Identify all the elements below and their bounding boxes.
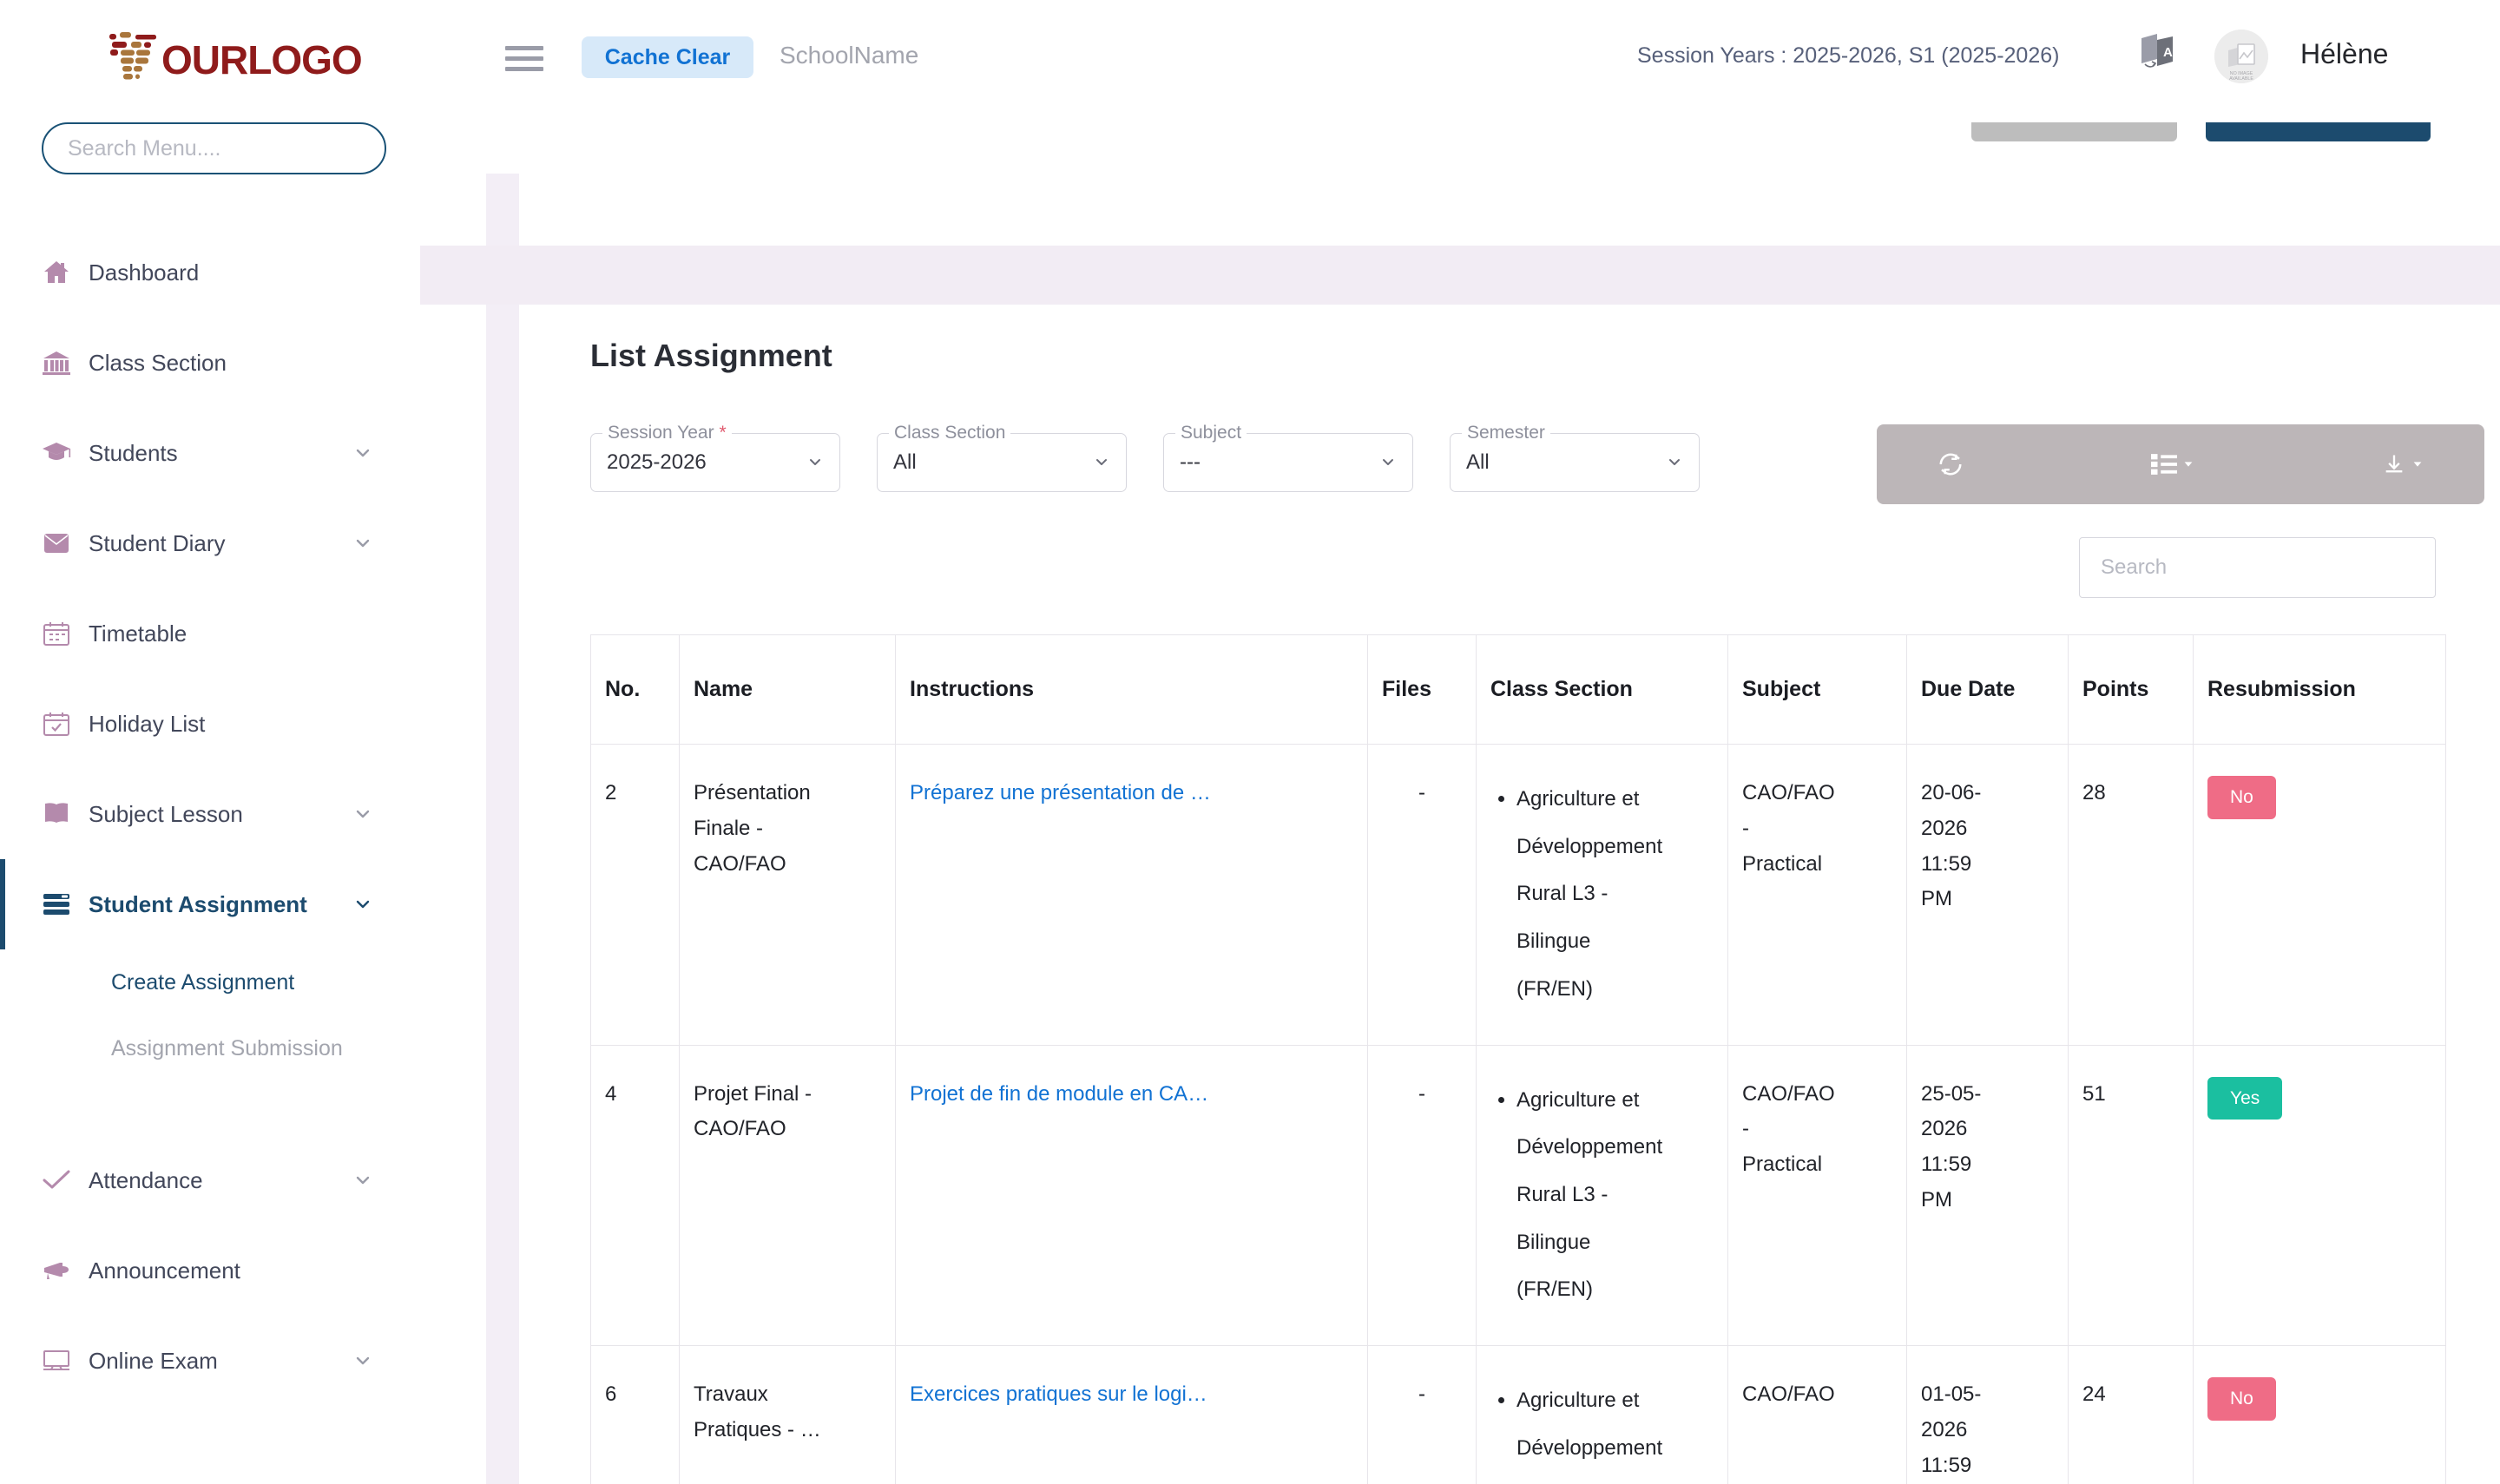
svg-text:A: A: [2163, 45, 2173, 60]
svg-text:AVAILABLE: AVAILABLE: [2229, 76, 2253, 82]
